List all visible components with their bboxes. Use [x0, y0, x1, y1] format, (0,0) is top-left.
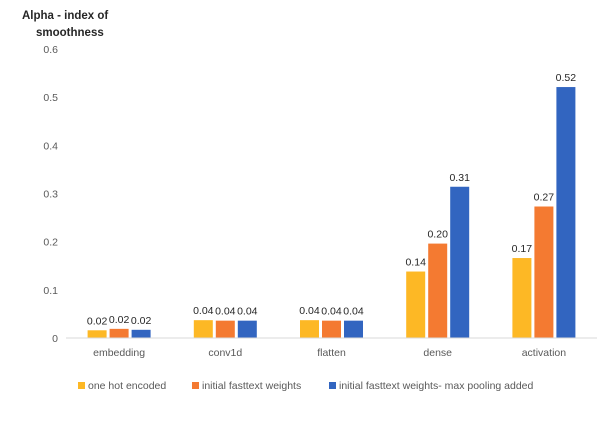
bar-activation-series-1 [534, 206, 554, 338]
data-labels: 0.02 0.02 0.020.04 0.04 0.04 0.04 0.04 0.040.14… [87, 72, 576, 327]
legend-swatch-1 [192, 382, 199, 389]
data-label: 0.02 [109, 314, 130, 326]
x-tick-label-activation: activation [522, 347, 567, 359]
y-tick-label: 0 [52, 333, 58, 345]
bar-flatten-series-0 [300, 320, 319, 338]
data-label: 0.04 [321, 306, 342, 318]
bar-embedding-series-1 [109, 328, 129, 338]
bar-conv1d-series-0 [193, 320, 213, 338]
data-label: 0.14 [405, 257, 426, 269]
y-axis-title: Alpha - index of smoothness [22, 10, 108, 39]
data-label: 0.27 [534, 192, 555, 204]
data-label: 0.04 [237, 306, 258, 318]
data-label: 0.04 [193, 305, 214, 317]
data-label: 0.04 [343, 306, 364, 318]
x-axis-categories: embedding conv1d flatten dense activation [93, 347, 566, 359]
bar-conv1d-series-1 [215, 320, 235, 338]
bar-dense-series-2 [450, 186, 470, 338]
data-label: 0.04 [215, 306, 236, 318]
y-tick-label: 0.5 [43, 92, 58, 104]
y-tick-label: 0.2 [43, 237, 58, 249]
legend-label-1: initial fasttext weights [202, 380, 301, 392]
bar-activation-series-2 [556, 87, 576, 338]
x-tick-label-dense: dense [423, 347, 452, 359]
y-axis-ticks: 0 0.1 0.2 0.3 0.4 0.5 0.6 [43, 44, 58, 345]
y-axis-title-line: Alpha - index of [22, 10, 108, 22]
y-tick-label: 0.4 [43, 140, 58, 152]
bar-flatten-series-1 [322, 320, 341, 338]
bar-conv1d-series-2 [237, 320, 257, 338]
y-tick-label: 0.3 [43, 189, 58, 201]
bar-dense-series-0 [406, 271, 426, 338]
bar-activation-series-0 [512, 258, 532, 338]
bar-embedding-series-0 [87, 330, 107, 338]
legend-label-2: initial fasttext weights- max pooling ad… [339, 380, 534, 392]
data-label: 0.04 [299, 305, 320, 317]
x-tick-label-embedding: embedding [93, 347, 145, 359]
y-tick-label: 0.1 [43, 285, 58, 297]
x-tick-label-flatten: flatten [317, 347, 346, 359]
legend-swatch-2 [329, 382, 336, 389]
legend: one hot encoded initial fasttext weights i… [78, 380, 534, 392]
bar-embedding-series-2 [131, 329, 151, 338]
data-label: 0.31 [449, 172, 470, 184]
legend-swatch-0 [78, 382, 85, 389]
data-label: 0.17 [512, 243, 533, 255]
y-axis-title-line: smoothness [36, 27, 104, 39]
bars [87, 87, 576, 338]
data-label: 0.02 [87, 315, 108, 327]
data-label: 0.02 [131, 315, 152, 327]
data-label: 0.20 [427, 229, 448, 241]
bar-dense-series-1 [428, 243, 448, 338]
x-tick-label-conv1d: conv1d [208, 347, 242, 359]
data-label: 0.52 [556, 72, 577, 84]
bar-flatten-series-2 [344, 320, 363, 338]
y-tick-label: 0.6 [43, 44, 58, 56]
legend-label-0: one hot encoded [88, 380, 166, 392]
